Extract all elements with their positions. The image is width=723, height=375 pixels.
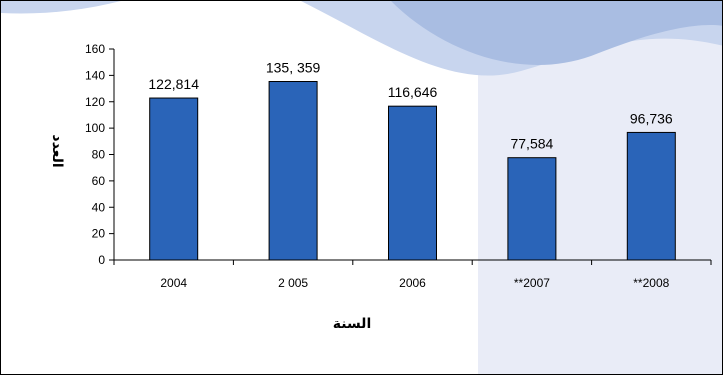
y-tick-label: 60 [92,174,106,188]
x-axis-title: السنة [333,316,372,332]
bar [626,131,676,261]
x-tick-label: 2 005 [278,276,308,290]
y-tick-label: 0 [98,253,105,267]
y-tick-label: 160 [85,42,105,56]
decorative-wave-dark [391,1,722,65]
y-axis: 0 20 40 60 80 100 120 140 160 [85,42,115,267]
y-tick-label: 140 [85,68,105,82]
data-label: 116,646 [388,84,438,100]
bar [268,80,318,261]
y-tick-label: 80 [92,148,106,162]
decorative-wave-corner [1,1,121,14]
x-axis: 2004 2 005 2006 **2007 **2008 [113,259,712,290]
y-tick-label: 40 [92,200,106,214]
data-labels: 122,814 135, 359 116,646 77,584 96,736 [148,59,673,151]
y-tick-label: 100 [85,121,105,135]
x-tick-label: 2004 [160,276,187,290]
data-label: 96,736 [630,110,673,126]
data-label: 122,814 [148,76,199,92]
x-tick-label: **2008 [633,276,669,290]
y-tick-label: 20 [92,227,106,241]
bar [388,105,437,261]
bar [507,157,557,261]
y-axis-title: العدد [49,134,65,167]
data-label: 77,584 [510,136,553,152]
x-tick-label: 2006 [399,276,426,290]
data-label: 135, 359 [266,59,321,75]
bars [149,80,676,261]
bar [149,97,199,261]
x-tick-label: **2007 [514,276,550,290]
y-tick-label: 120 [85,95,105,109]
